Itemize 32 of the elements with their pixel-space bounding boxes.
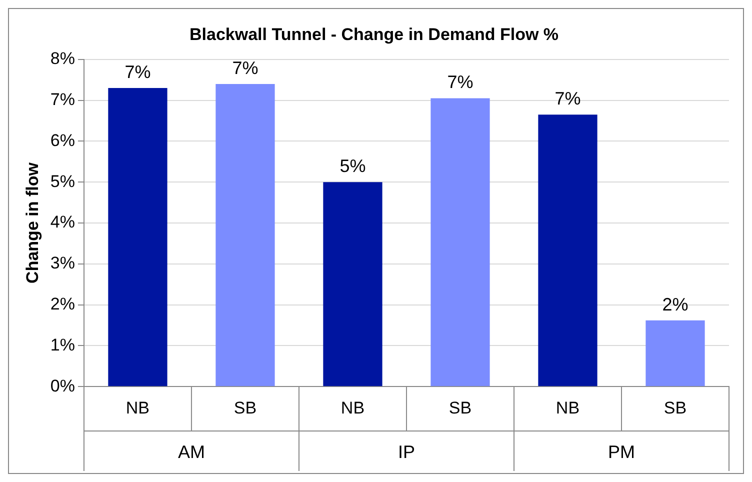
y-tick-label: 4% bbox=[50, 212, 75, 232]
bar bbox=[108, 88, 168, 386]
text: AM bbox=[178, 442, 205, 462]
x-tick-label: NB bbox=[556, 398, 580, 418]
y-axis-title: Change in flow bbox=[22, 162, 42, 284]
data-label: 7% bbox=[124, 62, 151, 82]
bar bbox=[216, 84, 275, 386]
bar bbox=[646, 320, 705, 386]
chart-title: Blackwall Tunnel - Change in Demand Flow % bbox=[189, 24, 559, 44]
y-tick-label: 6% bbox=[50, 130, 75, 150]
data-label: 5% bbox=[340, 156, 366, 176]
y-tick-label: 7% bbox=[50, 90, 75, 109]
bar bbox=[538, 114, 598, 386]
data-label: 7% bbox=[232, 58, 258, 78]
bar bbox=[430, 98, 490, 386]
y-tick-label: 8% bbox=[50, 49, 75, 68]
text: PM bbox=[608, 442, 635, 462]
y-tick-label: 5% bbox=[50, 172, 75, 191]
text: IP bbox=[398, 442, 415, 462]
y-tick-label: 2% bbox=[50, 294, 75, 314]
x-tick-label: SB bbox=[664, 398, 687, 418]
x-tick-label: SB bbox=[234, 398, 257, 418]
data-label: 7% bbox=[554, 88, 581, 109]
x-tick-label: NB bbox=[340, 398, 365, 418]
x-tick-label: SB bbox=[448, 398, 472, 418]
x-tick-label: NB bbox=[126, 398, 150, 418]
data-label: 2% bbox=[662, 294, 688, 314]
bar bbox=[323, 182, 382, 386]
y-tick-label: 1% bbox=[50, 335, 75, 354]
y-tick-label: 3% bbox=[50, 254, 75, 273]
data-label: 7% bbox=[447, 72, 474, 92]
y-tick-label: 0% bbox=[50, 376, 75, 396]
